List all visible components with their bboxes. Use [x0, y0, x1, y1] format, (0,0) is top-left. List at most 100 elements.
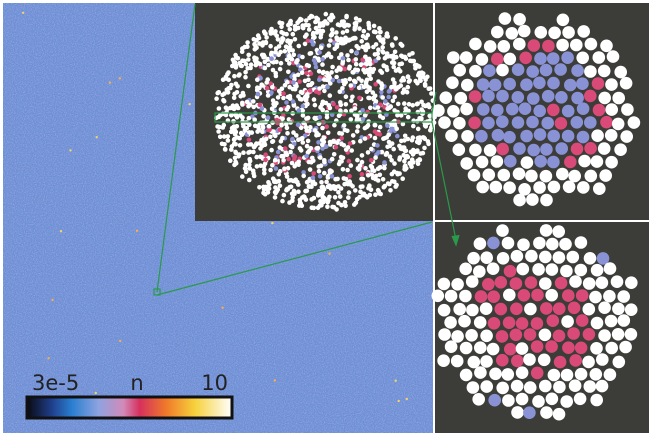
particle: [520, 78, 533, 91]
particle: [589, 291, 602, 304]
particle: [504, 155, 517, 168]
particle: [513, 13, 526, 26]
particle: [119, 340, 121, 342]
particle: [281, 96, 286, 101]
particle: [288, 150, 293, 155]
particle: [274, 189, 279, 194]
particle: [60, 230, 62, 232]
particle: [584, 90, 597, 103]
particle: [526, 193, 539, 206]
particle: [511, 380, 524, 393]
particle: [259, 138, 264, 143]
particle: [264, 80, 269, 85]
particle: [484, 144, 497, 157]
particle: [527, 92, 540, 105]
particle: [524, 328, 537, 341]
particle: [274, 180, 279, 185]
colorbar-min: 3e-5: [32, 371, 79, 395]
particle: [345, 53, 350, 58]
particle: [468, 356, 481, 369]
particle: [341, 19, 346, 24]
particle: [496, 90, 509, 103]
particle: [361, 117, 366, 122]
figure: 3e-5 n 10: [0, 0, 649, 433]
particle: [511, 355, 524, 368]
particle: [356, 166, 361, 171]
particle: [233, 156, 238, 161]
particle: [593, 51, 606, 64]
particle: [281, 37, 286, 42]
particle: [261, 120, 266, 125]
particle: [511, 406, 524, 419]
particle: [266, 115, 271, 120]
particle: [539, 380, 552, 393]
particle: [381, 177, 386, 182]
particle: [385, 123, 390, 128]
particle: [361, 68, 366, 73]
particle: [534, 52, 547, 65]
particle: [598, 65, 611, 78]
particle: [236, 106, 241, 111]
particle: [445, 129, 458, 142]
particle: [513, 142, 526, 155]
particle: [314, 89, 319, 94]
particle: [333, 177, 338, 182]
particle: [240, 102, 245, 107]
particle: [503, 181, 516, 194]
particle: [232, 141, 237, 146]
particle: [390, 43, 395, 48]
particle: [540, 302, 553, 315]
particle: [327, 195, 332, 200]
particle: [252, 37, 257, 42]
particle: [620, 77, 633, 90]
particle: [359, 39, 364, 44]
particle: [386, 95, 391, 100]
particle: [291, 99, 296, 104]
particle: [313, 20, 318, 25]
particle: [220, 142, 225, 147]
particle: [330, 65, 335, 70]
particle: [617, 290, 630, 303]
particle: [331, 102, 336, 107]
particle: [317, 24, 322, 29]
particle: [378, 69, 383, 74]
particle: [346, 145, 351, 150]
particle: [348, 141, 353, 146]
particle: [423, 78, 428, 83]
particle: [376, 47, 381, 52]
particle: [391, 99, 396, 104]
particle: [333, 47, 338, 52]
particle: [466, 275, 479, 288]
particle: [247, 157, 252, 162]
particle: [283, 146, 288, 151]
particle: [370, 168, 375, 173]
particle: [299, 90, 304, 95]
particle: [349, 163, 354, 168]
particle: [344, 14, 349, 19]
particle: [399, 139, 404, 144]
particle: [334, 207, 339, 212]
particle: [241, 124, 246, 129]
particle: [222, 134, 227, 139]
particle: [366, 96, 371, 101]
particle: [95, 392, 97, 394]
particle: [360, 108, 365, 113]
particle: [346, 195, 351, 200]
particle: [366, 123, 371, 128]
particle: [600, 116, 613, 129]
particle: [445, 290, 458, 303]
particle: [503, 78, 516, 91]
particle: [406, 115, 411, 120]
particle: [345, 29, 350, 34]
particle: [336, 201, 341, 206]
particle: [288, 19, 293, 24]
particle: [353, 106, 358, 111]
particle: [625, 276, 638, 289]
particle: [577, 131, 590, 144]
particle: [584, 116, 597, 129]
particle: [519, 52, 532, 65]
particle: [306, 179, 311, 184]
particle: [252, 174, 257, 179]
particle: [492, 129, 505, 142]
particle: [476, 53, 489, 66]
